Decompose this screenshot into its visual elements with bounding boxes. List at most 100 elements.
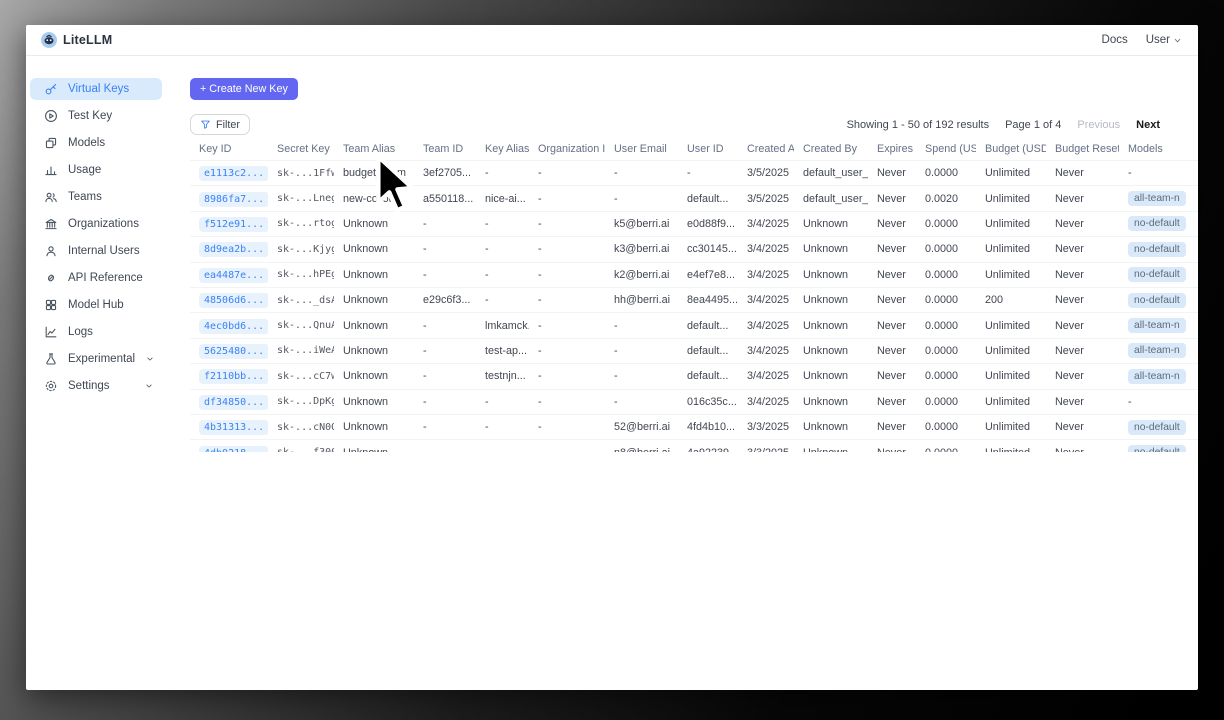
column-header-created-at[interactable]: Created At [747, 143, 794, 155]
sidebar-item-model-hub[interactable]: Model Hub [30, 294, 162, 316]
cell-spend-usd-: 0.0000 [916, 413, 976, 440]
column-header-organization-id[interactable]: Organization ID [538, 143, 605, 155]
cell-budget-usd-: Unlimited [976, 210, 1046, 237]
sidebar-item-label: Internal Users [68, 245, 140, 257]
cell-team-id: a550118... [414, 185, 476, 212]
cell-key-alias: - [476, 210, 529, 237]
key-id-link[interactable]: df34850... [199, 394, 268, 410]
key-id-link[interactable]: 48506d6... [199, 293, 268, 309]
column-header-team-id[interactable]: Team ID [423, 143, 464, 155]
key-id-link[interactable]: e1113c2... [199, 166, 268, 182]
sidebar-item-models[interactable]: Models [30, 132, 162, 154]
sidebar-item-test-key[interactable]: Test Key [30, 105, 162, 127]
cell-team-id: - [414, 337, 476, 364]
filter-button[interactable]: Filter [190, 114, 250, 135]
cell-team-id: - [414, 210, 476, 237]
column-header-created-by[interactable]: Created By [803, 143, 858, 155]
cell-key-alias: - [476, 439, 529, 452]
cell-models: no-default [1119, 413, 1198, 440]
column-header-budget-reset[interactable]: Budget Reset [1055, 143, 1119, 155]
cell-user-id: default... [678, 337, 738, 364]
link-icon [44, 271, 58, 285]
column-header-key-alias[interactable]: Key Alias [485, 143, 529, 155]
cell-organization-id: - [529, 363, 605, 390]
next-page-button[interactable]: Next [1136, 118, 1160, 131]
cell-user-id: - [678, 159, 738, 186]
cell-models: all-team-n [1119, 312, 1198, 339]
cell-organization-id: - [529, 312, 605, 339]
cell-budget-reset: Never [1046, 185, 1119, 212]
sidebar-item-virtual-keys[interactable]: Virtual Keys [30, 78, 162, 100]
key-id-link[interactable]: 5625480... [199, 343, 268, 359]
cell-expires: Never [868, 185, 916, 212]
key-id-link[interactable]: 4db0218... [199, 445, 268, 452]
previous-page-button[interactable]: Previous [1077, 118, 1121, 131]
cell-user-email: 52@berri.ai [605, 413, 678, 440]
cell-key-id: 48506d6... [190, 286, 268, 313]
sidebar-item-settings[interactable]: Settings [30, 375, 162, 397]
cell-spend-usd-: 0.0000 [916, 286, 976, 313]
column-header-key-id[interactable]: Key ID [199, 143, 232, 155]
cell-user-email: - [605, 312, 678, 339]
cell-team-alias: Unknown [334, 210, 414, 237]
cell-spend-usd-: 0.0000 [916, 312, 976, 339]
cell-budget-usd-: Unlimited [976, 159, 1046, 186]
column-header-expires[interactable]: Expires [877, 143, 914, 155]
cell-team-alias: Unknown [334, 439, 414, 452]
cell-budget-reset: Never [1046, 210, 1119, 237]
cell-models: no-default [1119, 439, 1198, 452]
user-menu[interactable]: User [1146, 34, 1182, 46]
cell-models: no-default [1119, 210, 1198, 237]
key-id-link[interactable]: 8986fa7... [199, 191, 268, 207]
sidebar-item-organizations[interactable]: Organizations [30, 213, 162, 235]
key-icon [44, 82, 58, 96]
sidebar-item-label: Models [68, 137, 106, 149]
cell-key-alias: lmkamck... [476, 312, 529, 339]
cell-budget-usd-: Unlimited [976, 439, 1046, 452]
column-header-budget-usd-[interactable]: Budget (USD) [985, 143, 1046, 155]
cell-key-id: ea4487e... [190, 261, 268, 288]
sidebar-item-logs[interactable]: Logs [30, 321, 162, 343]
cell-created-by: Unknown [794, 236, 868, 263]
cell-team-alias: Unknown [334, 286, 414, 313]
table-row: df34850... sk-...DpKg Unknown - - - -016c35c..… [190, 388, 1198, 415]
column-header-spend-usd-[interactable]: Spend (USD) [925, 143, 976, 155]
key-id-link[interactable]: 4ec0bd6... [199, 318, 268, 334]
cell-user-email: k3@berri.ai [605, 236, 678, 263]
brand[interactable]: LiteLLM [41, 32, 112, 48]
cell-models: no-default [1119, 236, 1198, 263]
sidebar-item-experimental[interactable]: Experimental [30, 348, 162, 370]
cell-secret-key: sk-...Kjyg [268, 236, 334, 263]
cell-budget-reset: Never [1046, 413, 1119, 440]
sidebar-item-teams[interactable]: Teams [30, 186, 162, 208]
cell-user-email: - [605, 337, 678, 364]
sidebar-item-internal-users[interactable]: Internal Users [30, 240, 162, 262]
key-id-link[interactable]: 4b31313... [199, 420, 268, 436]
cell-key-alias: - [476, 388, 529, 415]
cell-user-id: 4fd4b10... [678, 413, 738, 440]
cell-team-alias: Unknown [334, 363, 414, 390]
key-id-link[interactable]: f512e91... [199, 216, 268, 232]
sidebar-item-label: Usage [68, 164, 102, 176]
cell-created-by: Unknown [794, 363, 868, 390]
column-header-user-email[interactable]: User Email [614, 143, 667, 155]
cell-key-id: 8986fa7... [190, 185, 268, 212]
key-id-link[interactable]: f2110bb... [199, 369, 268, 385]
docs-link[interactable]: Docs [1101, 34, 1128, 46]
create-new-key-button[interactable]: + Create New Key [190, 78, 298, 100]
keys-table: Key ID Secret Key Team Alias Team ID Key Ali… [190, 140, 1198, 452]
sidebar-item-api-reference[interactable]: API Reference [30, 267, 162, 289]
column-header-team-alias[interactable]: Team Alias [343, 143, 396, 155]
cell-organization-id: - [529, 388, 605, 415]
key-id-link[interactable]: ea4487e... [199, 267, 268, 283]
column-header-secret-key[interactable]: Secret Key [277, 143, 330, 155]
sidebar-item-usage[interactable]: Usage [30, 159, 162, 181]
column-header-models[interactable]: Models [1128, 143, 1163, 155]
table-row: 48506d6... sk-..._dsA Unknown e29c6f3... - - h… [190, 286, 1198, 313]
key-id-link[interactable]: 8d9ea2b... [199, 242, 268, 258]
cell-user-id: 016c35c... [678, 388, 738, 415]
column-header-user-id[interactable]: User ID [687, 143, 724, 155]
cell-team-id: - [414, 363, 476, 390]
sidebar-item-label: Virtual Keys [68, 83, 130, 95]
cell-budget-reset: Never [1046, 388, 1119, 415]
